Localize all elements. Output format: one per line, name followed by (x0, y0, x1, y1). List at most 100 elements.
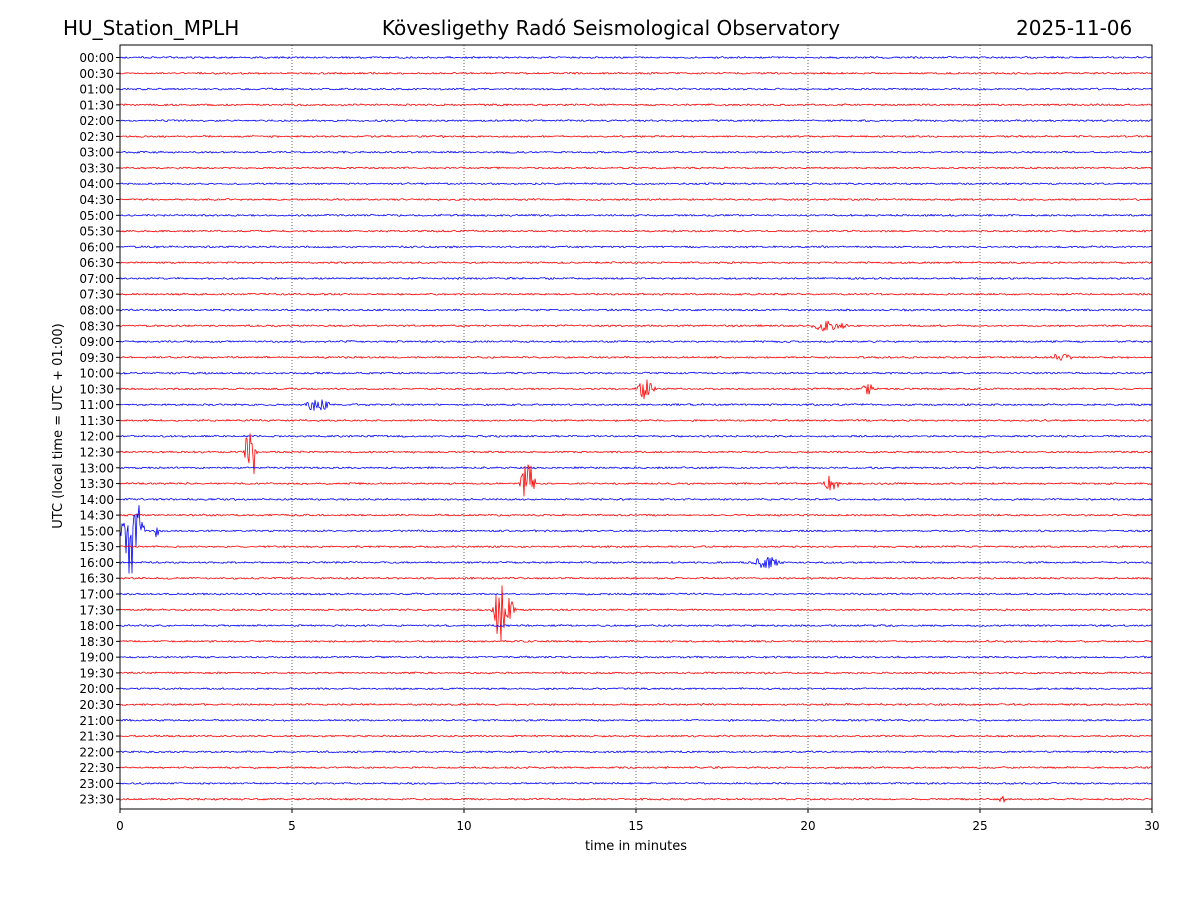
y-tick-label: 19:00 (79, 651, 114, 665)
trace-22:00 (119, 750, 1153, 754)
trace-23:30 (119, 795, 1153, 803)
y-tick-label: 07:30 (79, 288, 114, 302)
trace-00:00 (119, 56, 1153, 59)
y-tick-label: 20:30 (79, 698, 114, 712)
x-axis-label: time in minutes (585, 839, 687, 854)
y-tick-label: 09:00 (79, 335, 114, 349)
x-tick-label: 15 (628, 819, 643, 833)
y-tick-label: 18:00 (79, 619, 114, 633)
y-tick-label: 17:00 (79, 588, 114, 602)
y-tick-label: 10:30 (79, 382, 114, 396)
y-tick-label: 09:30 (79, 351, 114, 365)
y-tick-label: 06:00 (79, 240, 114, 254)
y-tick-label: 02:00 (79, 114, 114, 128)
trace-20:00 (119, 687, 1153, 691)
trace-07:00 (119, 276, 1153, 280)
trace-08:30 (119, 320, 1153, 332)
y-tick-label: 22:00 (79, 745, 114, 759)
trace-20:30 (119, 703, 1153, 706)
trace-03:00 (119, 150, 1153, 154)
y-tick-label: 05:30 (79, 225, 114, 239)
y-tick-label: 15:00 (79, 524, 114, 538)
trace-16:30 (119, 576, 1153, 580)
y-tick-label: 00:30 (79, 67, 114, 81)
y-tick-label: 01:30 (79, 98, 114, 112)
y-tick-label: 19:30 (79, 666, 114, 680)
y-tick-label: 23:00 (79, 777, 114, 791)
trace-19:30 (119, 671, 1153, 675)
trace-11:00 (119, 399, 1153, 411)
trace-00:30 (119, 71, 1153, 75)
y-tick-label: 20:00 (79, 682, 114, 696)
y-tick-label: 23:30 (79, 793, 114, 807)
y-tick-label: 02:30 (79, 130, 114, 144)
y-tick-label: 16:30 (79, 572, 114, 586)
trace-14:30 (119, 513, 1153, 517)
y-tick-label: 21:00 (79, 714, 114, 728)
y-tick-label: 16:00 (79, 556, 114, 570)
trace-15:00 (119, 505, 1153, 574)
trace-18:00 (119, 624, 1153, 628)
trace-12:00 (119, 434, 1153, 438)
chart-title: Kövesligethy Radó Seismological Observat… (381, 16, 841, 40)
trace-21:00 (119, 718, 1153, 722)
trace-10:00 (119, 371, 1153, 375)
trace-11:30 (119, 418, 1153, 422)
trace-15:30 (119, 545, 1153, 549)
y-tick-label: 14:00 (79, 493, 114, 507)
trace-09:00 (119, 340, 1153, 343)
trace-18:30 (119, 639, 1153, 643)
x-tick-label: 10 (456, 819, 471, 833)
trace-01:30 (119, 103, 1153, 107)
trace-09:30 (119, 353, 1153, 361)
station-name: HU_Station_MPLH (63, 16, 240, 40)
y-tick-label: 13:00 (79, 461, 114, 475)
x-axis: 0 5 10 15 20 25 30 (116, 809, 1160, 833)
trace-08:00 (119, 308, 1153, 312)
y-axis-label: UTC (local time = UTC + 01:00) (51, 323, 66, 528)
trace-21:30 (119, 734, 1153, 738)
y-tick-label: 04:30 (79, 193, 114, 207)
trace-07:30 (119, 292, 1153, 296)
trace-06:30 (119, 261, 1153, 265)
chart-date: 2025-11-06 (1016, 16, 1133, 40)
trace-06:00 (119, 245, 1153, 249)
y-tick-label: 17:30 (79, 603, 114, 617)
trace-16:00 (119, 556, 1153, 569)
trace-13:30 (119, 464, 1153, 497)
y-tick-label: 10:00 (79, 367, 114, 381)
trace-13:00 (119, 466, 1153, 470)
trace-23:00 (119, 781, 1153, 785)
trace-05:30 (119, 229, 1153, 233)
y-tick-label: 05:00 (79, 209, 114, 223)
y-tick-label: 21:30 (79, 730, 114, 744)
trace-14:00 (119, 497, 1153, 501)
x-tick-label: 0 (116, 819, 124, 833)
x-tick-label: 20 (800, 819, 815, 833)
traces (119, 56, 1153, 803)
trace-03:30 (119, 166, 1153, 170)
y-tick-label: 14:30 (79, 509, 114, 523)
y-tick-label: 03:00 (79, 146, 114, 160)
trace-17:30 (119, 585, 1153, 642)
y-tick-label: 01:00 (79, 83, 114, 97)
trace-22:30 (119, 766, 1153, 770)
trace-12:30 (119, 433, 1153, 474)
trace-02:00 (119, 119, 1153, 123)
x-tick-label: 30 (1144, 819, 1159, 833)
y-tick-label: 08:00 (79, 303, 114, 317)
y-tick-label: 07:00 (79, 272, 114, 286)
trace-04:30 (119, 198, 1153, 201)
y-tick-label: 08:30 (79, 319, 114, 333)
y-tick-label: 13:30 (79, 477, 114, 491)
y-tick-label: 03:30 (79, 161, 114, 175)
y-tick-label: 12:30 (79, 446, 114, 460)
y-tick-label: 22:30 (79, 761, 114, 775)
y-tick-label: 00:00 (79, 51, 114, 65)
trace-10:30 (119, 379, 1153, 400)
trace-05:00 (119, 213, 1153, 217)
y-tick-label: 12:00 (79, 430, 114, 444)
trace-04:00 (119, 182, 1153, 186)
